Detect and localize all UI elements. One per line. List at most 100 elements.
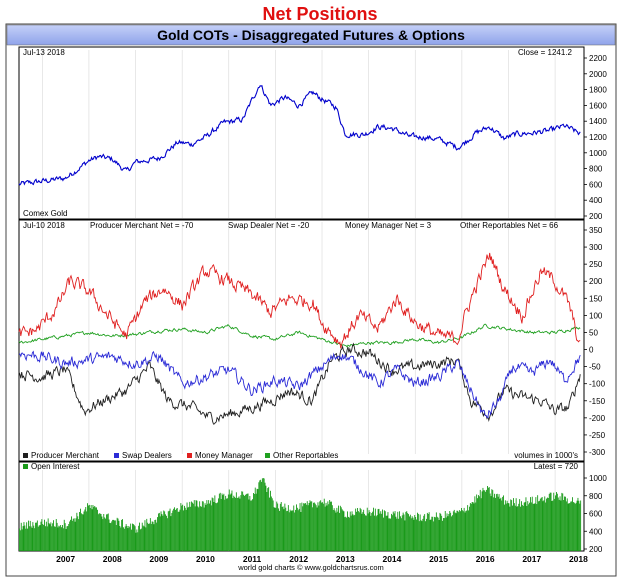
oi-bar xyxy=(457,510,459,551)
oi-bar xyxy=(524,502,526,551)
oi-bar xyxy=(350,515,352,551)
oi-bar xyxy=(408,514,409,551)
oi-bar xyxy=(200,506,201,551)
oi-bar xyxy=(419,514,421,551)
oi-bar xyxy=(331,505,333,551)
y-tick-label: -50 xyxy=(589,363,601,372)
oi-bar xyxy=(465,510,467,551)
oi-bar xyxy=(260,479,262,551)
oi-bar xyxy=(269,497,270,551)
oi-bar xyxy=(211,497,213,551)
oi-bar xyxy=(365,515,366,551)
oi-bar xyxy=(545,502,547,551)
oi-bar xyxy=(54,526,56,551)
oi-bar xyxy=(201,501,203,551)
oi-bar xyxy=(270,496,272,551)
oi-bar xyxy=(287,510,288,551)
oi-bar xyxy=(497,496,499,551)
oi-bar xyxy=(325,502,327,551)
oi-bar xyxy=(231,490,233,551)
oi-bar xyxy=(561,492,563,551)
oi-bar xyxy=(429,519,431,551)
oi-bar xyxy=(426,512,428,551)
oi-bar xyxy=(464,512,466,551)
oi-bar xyxy=(293,505,295,551)
oi-bar xyxy=(223,493,225,551)
y-tick-label: 1800 xyxy=(589,86,607,95)
oi-bar xyxy=(103,514,105,551)
oi-bar xyxy=(580,500,582,551)
oi-bar xyxy=(567,503,569,551)
oi-bar xyxy=(451,516,452,551)
oi-bar xyxy=(107,513,109,551)
oi-bar xyxy=(535,497,537,551)
oi-bar xyxy=(253,494,255,551)
oi-bar xyxy=(357,511,359,551)
y-tick-label: -100 xyxy=(589,380,606,389)
oi-bar xyxy=(191,501,192,551)
oi-bar xyxy=(534,503,536,551)
oi-bar xyxy=(301,502,303,551)
oi-bar xyxy=(261,478,263,551)
oi-bar xyxy=(417,512,418,551)
oi-bar xyxy=(96,507,97,551)
oi-bar xyxy=(424,514,426,551)
oi-bar xyxy=(255,493,257,551)
oi-bar xyxy=(244,495,245,551)
oi-bar xyxy=(397,511,399,551)
oi-bar xyxy=(36,522,37,551)
oi-bar xyxy=(447,516,449,551)
oi-bar xyxy=(446,513,448,551)
oi-bar xyxy=(20,522,22,551)
oi-bar xyxy=(41,519,43,551)
oi-bar xyxy=(526,506,528,551)
oi-bar xyxy=(438,520,440,551)
oi-bar xyxy=(89,508,91,551)
open-interest-label: Open Interest xyxy=(31,462,80,471)
oi-bar xyxy=(519,499,521,551)
oi-bar xyxy=(328,504,330,551)
oi-bar xyxy=(367,513,369,551)
oi-bar xyxy=(444,511,446,551)
oi-bar xyxy=(47,518,49,551)
oi-bar xyxy=(401,515,403,551)
oi-bar xyxy=(339,512,340,551)
oi-bar xyxy=(533,503,535,551)
oi-bar xyxy=(66,526,68,551)
oi-bar xyxy=(305,503,306,551)
oi-bar xyxy=(527,501,529,551)
oi-bar xyxy=(60,525,62,551)
oi-bar xyxy=(471,502,473,551)
oi-bar xyxy=(404,520,406,551)
producer-net-label: Producer Merchant Net = -70 xyxy=(90,221,194,230)
oi-bar xyxy=(395,516,397,551)
oi-bar xyxy=(514,505,516,551)
oi-bar xyxy=(194,506,196,551)
oi-bar xyxy=(543,500,545,551)
oi-bar xyxy=(528,504,530,551)
oi-bar xyxy=(317,502,319,551)
oi-bar xyxy=(440,513,442,551)
oi-bar xyxy=(94,506,96,551)
oi-bar xyxy=(148,523,149,551)
oi-bar xyxy=(309,500,311,551)
oi-bar xyxy=(386,515,388,551)
oi-bar xyxy=(217,502,218,551)
legend-other: Other Reportables xyxy=(273,451,338,460)
oi-bar xyxy=(243,494,244,551)
oi-bar xyxy=(72,518,74,551)
oi-bar xyxy=(556,492,557,551)
oi-bar xyxy=(369,512,371,551)
oi-bar xyxy=(529,502,530,551)
oi-bar xyxy=(487,486,488,551)
oi-bar xyxy=(124,526,126,551)
oi-bar xyxy=(324,506,326,551)
oi-bar xyxy=(333,508,335,551)
oi-bar xyxy=(383,510,385,551)
oi-bar xyxy=(104,517,106,551)
oi-bar xyxy=(403,514,405,551)
oi-bar xyxy=(383,517,384,551)
oi-bar xyxy=(294,512,296,551)
oi-bar xyxy=(249,496,251,551)
